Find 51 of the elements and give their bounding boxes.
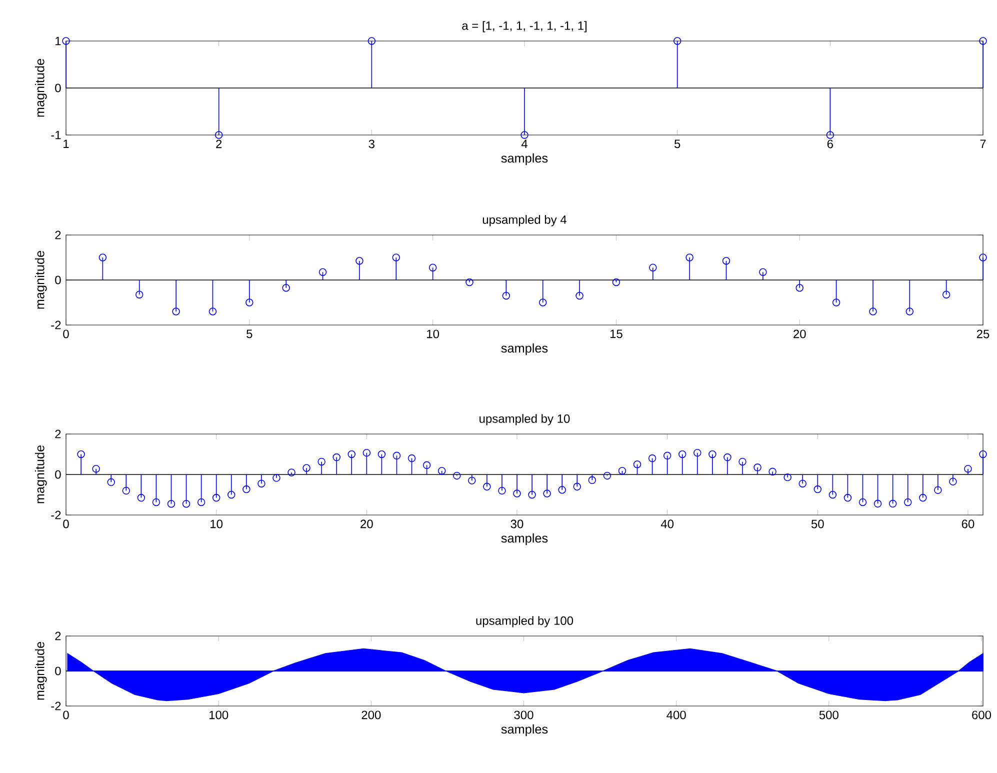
x-tick-label: 40	[660, 520, 674, 528]
x-tick-label: 15	[610, 330, 622, 338]
x-axis-title: samples	[501, 533, 548, 546]
x-tick-label: 5	[246, 330, 252, 338]
y-axis-title: magnitude	[34, 445, 47, 504]
x-axis-title: samples	[501, 724, 548, 736]
x-tick-label: 0	[63, 520, 69, 528]
y-tick-label: 0	[55, 470, 61, 479]
x-tick-label: 20	[794, 330, 806, 338]
x-tick-label: 7	[980, 140, 986, 148]
y-tick-label: 2	[55, 230, 61, 240]
y-tick-label: -1	[51, 130, 61, 140]
y-tick-label: 2	[55, 430, 61, 438]
y-tick-label: -2	[51, 320, 61, 330]
x-tick-label: 200	[362, 710, 381, 720]
chart-title: upsampled by 10	[480, 414, 570, 426]
x-tick-label: 600	[972, 710, 992, 720]
x-tick-label: 300	[514, 710, 534, 720]
x-tick-label: 60	[962, 520, 974, 528]
y-tick-label: 0	[55, 84, 61, 92]
y-tick-label: -2	[51, 510, 61, 520]
x-tick-label: 6	[827, 140, 833, 148]
x-tick-label: 2	[216, 140, 222, 148]
y-tick-label: 0	[55, 666, 61, 676]
x-tick-label: 100	[209, 710, 228, 720]
chart-title: upsampled by 100	[476, 616, 574, 628]
y-tick-label: -2	[51, 702, 61, 710]
x-tick-label: 0	[63, 330, 69, 338]
x-tick-label: 5	[674, 140, 680, 148]
x-tick-label: 20	[360, 520, 373, 528]
x-axis-title: samples	[501, 153, 548, 166]
y-tick-label: 1	[56, 36, 61, 46]
y-tick-label: 0	[55, 276, 61, 284]
x-tick-label: 30	[510, 520, 524, 528]
x-tick-label: 4	[521, 140, 528, 148]
y-axis-title: magnitude	[34, 58, 47, 117]
x-tick-label: 400	[666, 710, 686, 720]
chart-title: upsampled by 4	[482, 215, 566, 226]
x-axis-title: samples	[501, 343, 548, 356]
x-tick-label: 1	[64, 140, 69, 148]
x-tick-label: 500	[819, 710, 838, 720]
x-tick-label: 50	[811, 520, 824, 528]
x-tick-label: 25	[976, 330, 990, 338]
chart-title: a = [1, -1, 1, -1, 1, -1, 1]	[462, 21, 587, 32]
x-tick-label: 10	[427, 330, 440, 338]
y-axis-title: magnitude	[34, 642, 47, 700]
x-tick-label: 10	[210, 520, 223, 528]
x-tick-label: 0	[63, 710, 69, 720]
y-tick-label: 2	[55, 632, 61, 640]
x-tick-label: 3	[368, 140, 374, 148]
y-axis-title: magnitude	[34, 250, 47, 309]
